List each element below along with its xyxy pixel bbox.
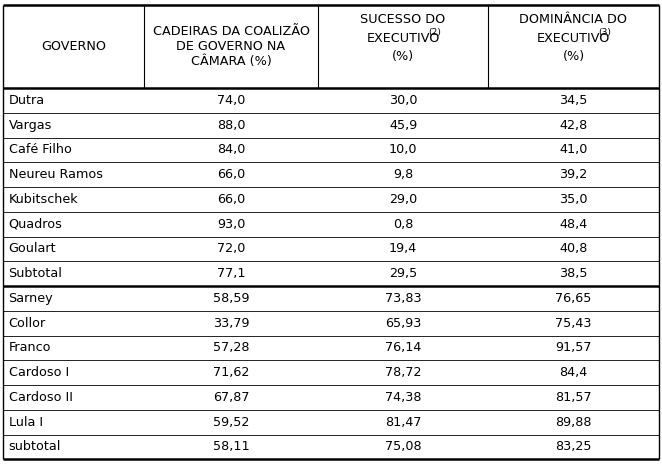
Text: 41,0: 41,0	[559, 143, 588, 157]
Text: 35,0: 35,0	[559, 193, 588, 206]
Text: EXECUTIVO: EXECUTIVO	[537, 31, 610, 45]
Text: 73,83: 73,83	[385, 292, 422, 305]
Text: Dutra: Dutra	[9, 94, 45, 107]
Text: (%): (%)	[563, 50, 585, 63]
Text: 45,9: 45,9	[389, 119, 417, 132]
Text: GOVERNO: GOVERNO	[41, 40, 107, 53]
Text: Cardoso II: Cardoso II	[9, 391, 73, 404]
Text: subtotal: subtotal	[9, 440, 61, 454]
Text: (2): (2)	[428, 28, 441, 37]
Text: 66,0: 66,0	[217, 193, 245, 206]
Text: 93,0: 93,0	[217, 218, 245, 231]
Text: 59,52: 59,52	[213, 416, 249, 429]
Text: 76,14: 76,14	[385, 341, 421, 355]
Text: 58,59: 58,59	[213, 292, 250, 305]
Text: 88,0: 88,0	[216, 119, 246, 132]
Text: 33,79: 33,79	[213, 317, 250, 330]
Text: EXECUTIVO: EXECUTIVO	[366, 31, 440, 45]
Text: 48,4: 48,4	[559, 218, 588, 231]
Text: 67,87: 67,87	[213, 391, 250, 404]
Text: (3): (3)	[598, 28, 612, 37]
Text: 65,93: 65,93	[385, 317, 421, 330]
Text: Café Filho: Café Filho	[9, 143, 71, 157]
Text: 42,8: 42,8	[559, 119, 588, 132]
Text: 74,38: 74,38	[385, 391, 421, 404]
Text: 83,25: 83,25	[555, 440, 592, 454]
Text: 30,0: 30,0	[389, 94, 417, 107]
Text: Quadros: Quadros	[9, 218, 62, 231]
Text: 57,28: 57,28	[213, 341, 250, 355]
Text: 39,2: 39,2	[559, 168, 588, 181]
Text: Sarney: Sarney	[9, 292, 53, 305]
Text: Goulart: Goulart	[9, 242, 56, 256]
Text: CADEIRAS DA COALIZÃO
DE GOVERNO NA
CÂMARA (%): CADEIRAS DA COALIZÃO DE GOVERNO NA CÂMAR…	[152, 25, 310, 68]
Text: 75,08: 75,08	[385, 440, 422, 454]
Text: Cardoso I: Cardoso I	[9, 366, 69, 379]
Text: Collor: Collor	[9, 317, 46, 330]
Text: 81,57: 81,57	[555, 391, 592, 404]
Text: (%): (%)	[392, 50, 414, 63]
Text: 91,57: 91,57	[555, 341, 592, 355]
Text: 74,0: 74,0	[217, 94, 245, 107]
Text: Neureu Ramos: Neureu Ramos	[9, 168, 103, 181]
Text: 29,0: 29,0	[389, 193, 417, 206]
Text: 58,11: 58,11	[213, 440, 250, 454]
Text: 77,1: 77,1	[216, 267, 246, 280]
Text: 29,5: 29,5	[389, 267, 417, 280]
Text: 66,0: 66,0	[217, 168, 245, 181]
Text: 40,8: 40,8	[559, 242, 588, 256]
Text: 19,4: 19,4	[389, 242, 417, 256]
Text: Lula I: Lula I	[9, 416, 43, 429]
Text: 9,8: 9,8	[393, 168, 413, 181]
Text: 76,65: 76,65	[555, 292, 592, 305]
Text: Subtotal: Subtotal	[9, 267, 62, 280]
Text: 10,0: 10,0	[389, 143, 417, 157]
Text: 38,5: 38,5	[559, 267, 588, 280]
Text: Kubitschek: Kubitschek	[9, 193, 78, 206]
Text: SUCESSO DO: SUCESSO DO	[361, 13, 446, 27]
Text: 89,88: 89,88	[555, 416, 592, 429]
Text: 81,47: 81,47	[385, 416, 421, 429]
Text: 75,43: 75,43	[555, 317, 592, 330]
Text: 72,0: 72,0	[217, 242, 245, 256]
Text: 84,0: 84,0	[217, 143, 245, 157]
Text: 71,62: 71,62	[213, 366, 249, 379]
Text: 34,5: 34,5	[559, 94, 588, 107]
Text: DOMINÂNCIA DO: DOMINÂNCIA DO	[520, 13, 628, 27]
Text: 84,4: 84,4	[559, 366, 588, 379]
Text: Vargas: Vargas	[9, 119, 52, 132]
Text: 0,8: 0,8	[393, 218, 413, 231]
Text: Franco: Franco	[9, 341, 51, 355]
Text: 78,72: 78,72	[385, 366, 421, 379]
